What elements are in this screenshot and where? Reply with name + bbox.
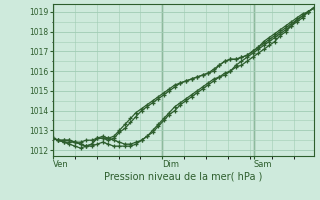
X-axis label: Pression niveau de la mer( hPa ): Pression niveau de la mer( hPa ) xyxy=(104,172,262,182)
